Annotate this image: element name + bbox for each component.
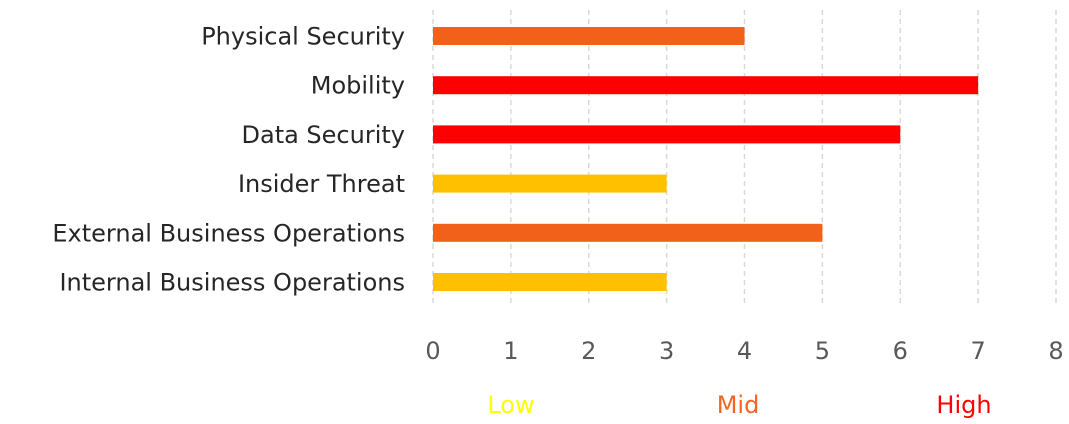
bars — [433, 27, 979, 291]
bar-physical-security — [433, 27, 745, 45]
legend-low: Low — [487, 391, 534, 419]
category-label: Data Security — [242, 121, 406, 149]
bar-external-business-operations — [433, 223, 823, 242]
bar-insider-threat — [433, 174, 667, 193]
x-tick-label: 5 — [815, 337, 830, 365]
legend: Low Mid High — [487, 391, 991, 419]
x-tick-label: 1 — [503, 337, 518, 365]
category-label: Insider Threat — [238, 170, 405, 198]
bar-mobility — [433, 76, 979, 95]
x-tick-label: 4 — [737, 337, 752, 365]
category-label: Internal Business Operations — [59, 269, 405, 297]
x-tick-label: 7 — [970, 337, 985, 365]
x-tick-label: 3 — [659, 337, 674, 365]
category-label: External Business Operations — [52, 219, 405, 247]
x-tick-label: 6 — [893, 337, 908, 365]
x-tick-label: 0 — [425, 337, 440, 365]
gridlines — [432, 10, 1057, 305]
x-tick-labels: 0 1 2 3 4 5 6 7 8 — [425, 337, 1063, 365]
bar-data-security — [433, 125, 901, 144]
x-tick-label: 8 — [1048, 337, 1063, 365]
x-tick-label: 2 — [581, 337, 596, 365]
category-labels: Physical Security Mobility Data Security In… — [52, 23, 405, 297]
category-label: Mobility — [311, 72, 405, 100]
legend-mid: Mid — [717, 391, 760, 419]
bar-internal-business-operations — [433, 273, 667, 291]
category-label: Physical Security — [201, 23, 405, 51]
legend-high: High — [936, 391, 991, 419]
